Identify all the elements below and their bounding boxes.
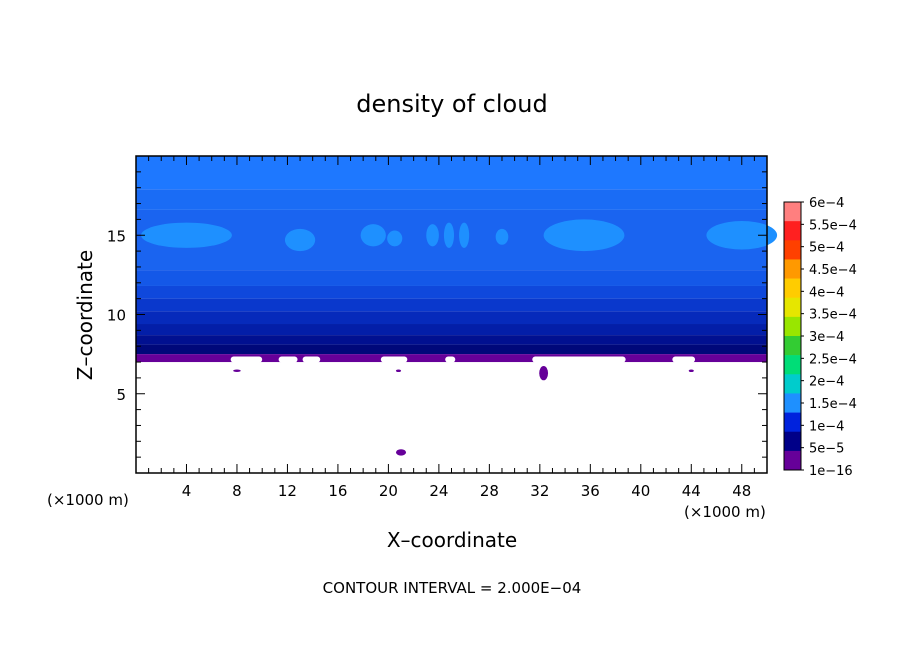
contour-patch-1 (284, 228, 316, 252)
contour-patch-5 (443, 222, 455, 248)
x-tick-label: 8 (232, 482, 242, 500)
cloud-base-notch-3 (380, 356, 408, 363)
y-axis-label: Z–coordinate (73, 250, 97, 380)
colorbar-label: 4.5e−4 (809, 263, 857, 278)
y-tick-label: 5 (116, 386, 126, 404)
contour-patch-11 (539, 366, 549, 381)
contour-interval-note: CONTOUR INTERVAL = 2.000E−04 (323, 579, 582, 597)
y-tick-label: 10 (107, 307, 126, 325)
x-axis-label: X–coordinate (387, 528, 517, 552)
contour-patch-3 (387, 230, 403, 247)
colorbar-swatch (784, 393, 801, 413)
colorbar-swatch (784, 316, 801, 337)
x-tick-label: 40 (631, 482, 650, 500)
x-tick-label: 16 (328, 482, 347, 500)
colorbar-swatch (784, 412, 801, 433)
contour-layer-1 (136, 189, 767, 210)
contour-patch-6 (459, 222, 470, 248)
colorbar-label: 3.5e−4 (809, 308, 857, 323)
contour-layer-9 (136, 344, 767, 355)
colorbar-swatch (784, 221, 801, 241)
colorbar-label: 3e−4 (809, 330, 844, 345)
x-tick-label: 32 (530, 482, 549, 500)
cloud-base-notch-1 (278, 356, 298, 363)
colorbar-swatch (784, 355, 801, 375)
contour-patch-10 (395, 449, 407, 456)
contour-patch-7 (495, 228, 509, 245)
x-tick-label: 36 (581, 482, 600, 500)
contour-patch-2 (360, 224, 386, 247)
x-unit-label-right: (×1000 m) (684, 503, 766, 521)
colorbar-swatch (784, 431, 801, 452)
colorbar-label: 2.5e−4 (809, 352, 857, 367)
x-tick-label: 12 (278, 482, 297, 500)
cloud-base-notch-6 (672, 356, 696, 363)
colorbar-label: 5e−5 (809, 442, 844, 457)
colorbar-label: 5e−4 (809, 241, 844, 256)
contour-layer-6 (136, 311, 767, 325)
x-tick-label: 44 (682, 482, 701, 500)
colorbar: 6e−4 5.5e−4 5e−4 4.5e−4 4e−4 3.5e−4 3e−4 2.5e−4… (783, 196, 857, 479)
contour-patch-0 (141, 222, 232, 248)
cloud-base-notch-0 (230, 356, 263, 363)
contour-layer-3 (136, 270, 767, 286)
cloud-base-notch-5 (532, 356, 626, 363)
x-unit-label-left: (×1000 m) (47, 491, 129, 509)
contour-layer-5 (136, 298, 767, 312)
plot-area (135, 155, 778, 474)
colorbar-label: 5.5e−4 (809, 218, 857, 233)
colorbar-label: 2e−4 (809, 375, 844, 390)
x-tick-label: 20 (379, 482, 398, 500)
colorbar-label: 1e−16 (809, 464, 853, 479)
colorbar-swatch (784, 240, 801, 260)
cloud-base-notch-4 (445, 356, 456, 363)
chart-title: density of cloud (356, 90, 547, 118)
colorbar-label: 4e−4 (809, 285, 844, 300)
x-tick-label: 24 (429, 482, 448, 500)
contour-patch-14 (688, 369, 694, 373)
contour-patch-4 (426, 224, 439, 247)
contour-patch-9 (706, 220, 778, 250)
contour-layer-4 (136, 285, 767, 299)
colorbar-swatch (784, 336, 801, 356)
colorbar-swatch (784, 297, 801, 318)
x-tick-label: 48 (732, 482, 751, 500)
x-tick-label: 28 (480, 482, 499, 500)
colorbar-swatch (784, 450, 801, 471)
contour-patch-13 (395, 369, 402, 373)
colorbar-label: 1e−4 (809, 419, 844, 434)
x-tick-label: 4 (182, 482, 192, 500)
cloud-base-notch-2 (302, 356, 321, 363)
colorbar-swatch (784, 374, 801, 394)
colorbar-swatch (784, 202, 801, 222)
contour-layer-7 (136, 324, 767, 336)
colorbar-swatch (784, 259, 801, 279)
contour-layer-8 (136, 335, 767, 345)
colorbar-label: 1.5e−4 (809, 397, 857, 412)
contour-layer-0 (136, 156, 767, 190)
colorbar-label: 6e−4 (809, 196, 844, 211)
y-tick-label: 15 (107, 227, 126, 245)
contour-patch-8 (543, 219, 625, 252)
contour-patch-12 (233, 369, 241, 373)
colorbar-swatch (784, 278, 801, 299)
